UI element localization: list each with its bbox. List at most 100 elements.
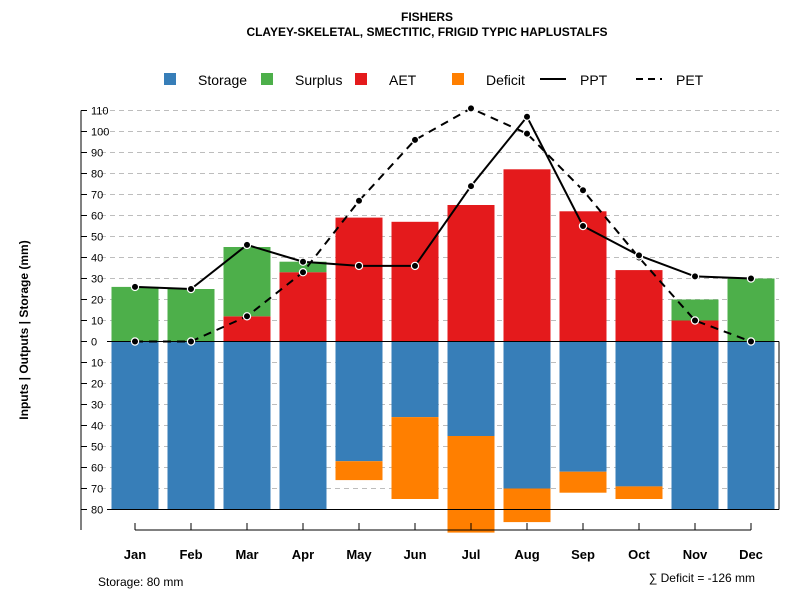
ppt-point (130, 282, 140, 292)
pet-point (690, 316, 700, 325)
bar-deficit (503, 488, 551, 523)
bar-storage (447, 341, 495, 436)
ppt-point (466, 181, 476, 191)
bar-storage (111, 341, 159, 510)
ppt-point (690, 272, 700, 281)
legend-swatch-deficit (452, 73, 464, 85)
bar-storage (223, 341, 271, 510)
x-tick-label: Jul (462, 547, 481, 562)
y-tick-label: 50 (91, 232, 103, 244)
bar-aet (279, 272, 327, 342)
bar-surplus (727, 278, 775, 342)
bar-aet (391, 221, 439, 342)
legend-label-surplus: Surplus (295, 72, 342, 88)
ppt-point (578, 221, 588, 231)
x-tick-label: Jan (124, 547, 146, 562)
x-tick-label: Aug (514, 547, 539, 562)
bar-aet (447, 205, 495, 342)
ppt-point (242, 240, 252, 250)
bar-aet (615, 270, 663, 342)
pet-point (466, 104, 476, 113)
ppt-point (746, 274, 756, 283)
legend-label-deficit: Deficit (486, 72, 525, 88)
bar-aet (335, 217, 383, 342)
y-tick-label: 110 (91, 106, 109, 118)
chart-subtitle: CLAYEY-SKELETAL, SMECTITIC, FRIGID TYPIC… (246, 25, 607, 39)
bar-aet (503, 169, 551, 342)
bar-aet (671, 320, 719, 342)
x-tick-label: Mar (235, 547, 258, 562)
ppt-point (354, 261, 364, 271)
legend-label-ppt: PPT (580, 72, 608, 88)
ppt-point (298, 257, 308, 266)
bar-storage (615, 341, 663, 487)
pet-point (298, 268, 308, 277)
bar-storage (335, 341, 383, 462)
bar-surplus (111, 286, 159, 342)
ppt-point (634, 251, 644, 260)
bar-storage (559, 341, 607, 472)
y-tick-label: 0 (91, 337, 97, 349)
y-tick-label: 80 (91, 505, 103, 517)
y-tick-label: 40 (91, 253, 103, 265)
y-tick-label: 10 (91, 358, 103, 370)
bar-storage (279, 341, 327, 510)
y-tick-label: 40 (91, 421, 103, 433)
pet-point (410, 135, 420, 145)
bar-deficit (335, 461, 383, 481)
y-tick-label: 10 (91, 316, 103, 328)
line-layer (130, 104, 756, 346)
bar-deficit (615, 486, 663, 499)
bar-aet (559, 211, 607, 342)
pet-point (746, 337, 756, 346)
bar-storage (391, 341, 439, 418)
ppt-point (522, 112, 532, 122)
bar-deficit (447, 436, 495, 533)
chart-title: FISHERS (401, 10, 453, 24)
pet-point (242, 312, 252, 321)
y-tick-label: 90 (91, 148, 103, 160)
bar-storage (671, 341, 719, 510)
bar-surplus (671, 299, 719, 321)
ppt-point (186, 284, 196, 294)
legend: Storage Surplus AET Deficit PPT PET (164, 72, 704, 88)
y-axis-label: Inputs | Outputs | Storage (mm) (17, 240, 31, 419)
bar-storage (167, 341, 215, 510)
legend-swatch-surplus (261, 73, 273, 85)
pet-point (186, 337, 196, 346)
y-tick-label: 30 (91, 274, 103, 286)
x-tick-label: Jun (403, 547, 426, 562)
y-tick-label: 50 (91, 442, 103, 454)
pet-point (130, 337, 140, 346)
bar-aet (223, 316, 271, 342)
x-tick-label: Feb (179, 547, 202, 562)
x-tick-label: Apr (292, 547, 314, 562)
ppt-line (134, 114, 752, 291)
x-tick-label: Sep (571, 547, 595, 562)
x-tick-label: Oct (628, 547, 650, 562)
legend-label-storage: Storage (198, 72, 247, 88)
y-tick-label: 70 (91, 484, 103, 496)
legend-swatch-storage (164, 73, 176, 85)
axes: 0 10 20 30 40 50 60 70 80 90 100 110 10 20 30 40 50 60 70 8… (80, 106, 780, 562)
y-tick-label: 100 (91, 127, 109, 139)
deficit-note: ∑ Deficit = -126 mm (649, 571, 755, 585)
bar-surplus (279, 261, 327, 273)
y-tick-label: 20 (91, 379, 103, 391)
x-tick-label: Dec (739, 547, 763, 562)
bar-layer (111, 169, 775, 533)
y-tick-label: 80 (91, 169, 103, 181)
pet-point (578, 186, 588, 195)
bar-storage (727, 341, 775, 510)
x-tick-label: Nov (683, 547, 708, 562)
pet-point (354, 196, 364, 205)
legend-swatch-aet (355, 73, 367, 85)
bar-deficit (391, 417, 439, 499)
pet-point (522, 129, 532, 138)
bar-deficit (559, 471, 607, 493)
y-tick-label: 70 (91, 190, 103, 202)
pet-line (135, 107, 752, 343)
bar-surplus (167, 289, 215, 342)
ppt-point (410, 261, 420, 271)
